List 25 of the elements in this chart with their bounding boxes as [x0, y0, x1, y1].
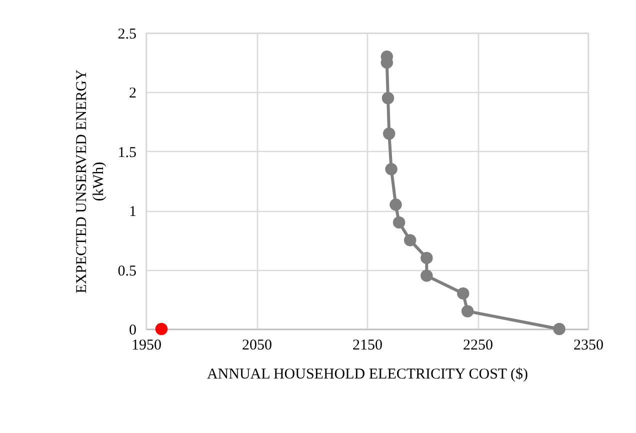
- point: [390, 198, 402, 211]
- point: [420, 252, 433, 264]
- x-tick-label: 2250: [463, 338, 493, 354]
- y-tick-label: 1: [129, 204, 136, 220]
- point: [404, 234, 416, 246]
- point: [420, 270, 433, 282]
- x-tick-label: 1950: [132, 338, 162, 354]
- x-tick-label: 2050: [242, 338, 272, 354]
- point: [385, 163, 398, 176]
- x-tick-label: 2150: [352, 338, 382, 354]
- point: [155, 322, 168, 336]
- point: [461, 305, 474, 318]
- point: [382, 92, 394, 104]
- x-axis-title: ANNUAL HOUSEHOLD ELECTRICITY COST ($): [206, 366, 528, 382]
- y-tick-label: 0.5: [118, 263, 136, 280]
- y-axis-title: EXPECTED UNSERVED ENERGY (kWh): [74, 69, 107, 294]
- point: [382, 128, 396, 140]
- point: [553, 322, 566, 336]
- point: [457, 287, 470, 300]
- x-tick-label: 2350: [574, 338, 604, 354]
- y-tick-label: 1.5: [118, 144, 136, 161]
- y-tick-label: 2: [129, 86, 136, 102]
- point: [392, 216, 406, 229]
- y-tick-label: 0: [129, 322, 136, 338]
- y-tick-label: 2.5: [118, 26, 136, 42]
